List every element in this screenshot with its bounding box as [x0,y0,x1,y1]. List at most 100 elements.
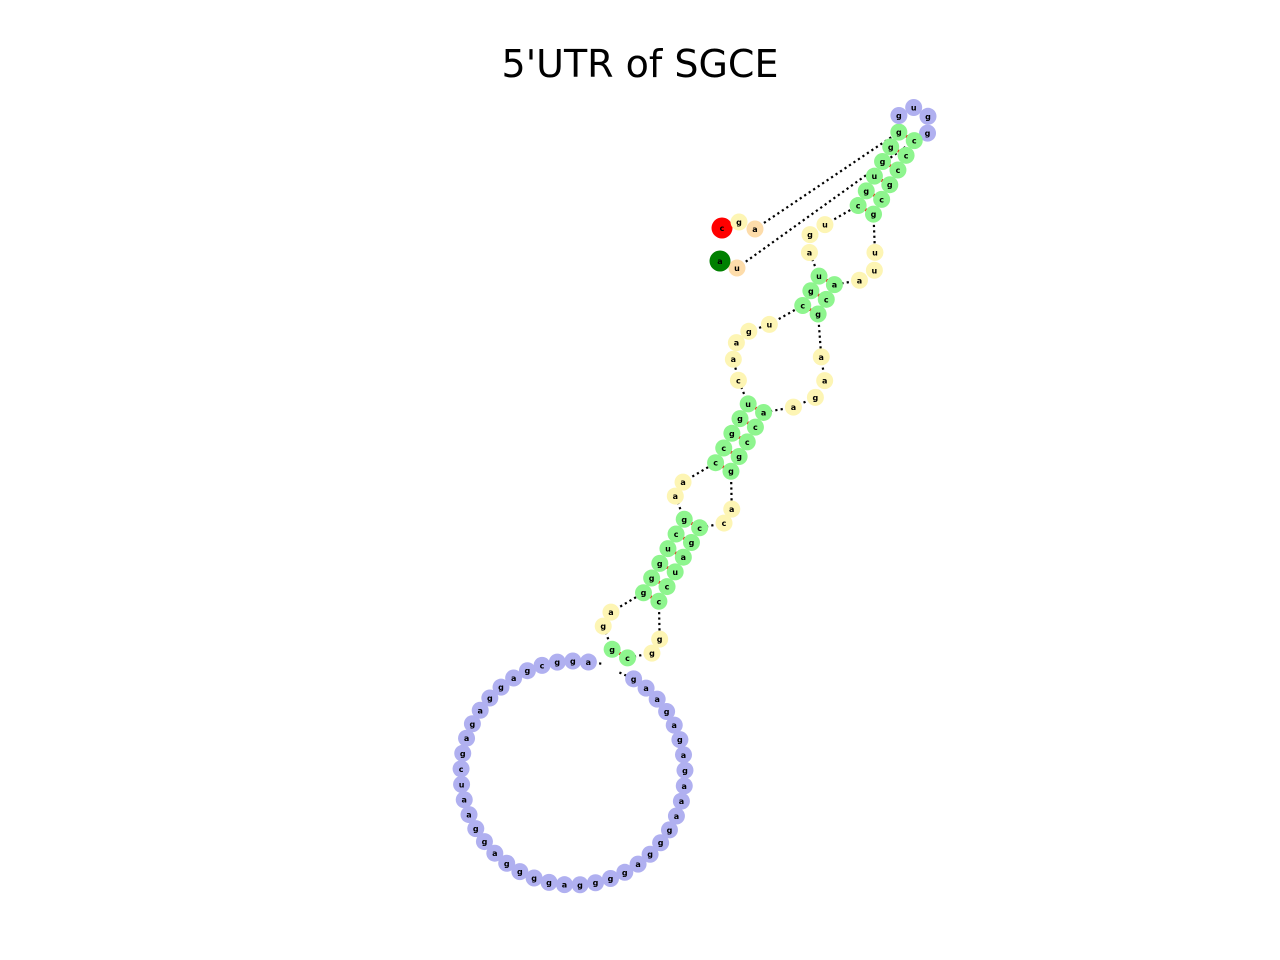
nucleotide-circle [555,876,573,894]
nucleotide-letter: g [736,218,742,227]
nucleotide-circle [881,176,899,194]
nucleotide-circle [643,644,661,662]
nucleotide-letter: g [815,310,821,319]
nucleotide-letter: g [888,143,894,152]
nucleotide-circle [659,540,677,558]
multiloop-nucleotide: g [625,670,643,688]
nucleotide-letter: a [608,608,613,617]
nucleotide-letter: a [734,339,739,348]
multiloop-nucleotide: a [455,791,473,809]
five-prime-nucleotide: c [711,217,733,239]
multiloop-nucleotide: a [579,653,597,671]
nucleotide-circle [707,454,725,472]
stem-nucleotide: c [619,649,637,667]
nucleotide-circle [602,870,620,888]
nucleotide-circle [463,715,481,733]
nucleotide-letter: u [872,248,878,257]
multiloop-nucleotide: c [452,760,470,778]
nucleotide-letter: g [813,393,819,402]
nucleotide-circle [455,791,473,809]
nucleotide-circle [603,640,621,658]
nucleotide-circle [784,398,802,416]
nucleotide-letter: a [857,276,862,285]
nucleotide-letter: c [879,195,884,204]
nucleotide-letter: g [896,112,902,121]
nucleotide-letter: a [681,751,686,760]
nucleotide-circle [715,439,733,457]
nucleotide-letter: g [681,515,687,524]
nucleotide-circle [810,267,828,285]
nucleotide-letter: g [570,657,576,666]
nucleotide-letter: g [682,766,688,775]
nucleotide-circle [740,322,758,340]
nucleotide-circle [658,703,676,721]
nucleotide-letter: g [593,879,599,888]
stem-nucleotide: u [810,267,828,285]
nucleotide-letter: u [665,545,671,554]
nucleotide-circle [849,197,867,215]
nucleotide-letter: g [667,826,673,835]
nucleotide-circle [729,371,747,389]
nucleotide-letter: g [577,881,583,890]
stem-nucleotide: g [890,123,908,141]
nucleotide-circle [723,500,741,518]
nucleotide-letter: u [459,780,465,789]
nucleotide-circle [652,834,670,852]
nucleotide-letter: g [729,429,735,438]
stem-nucleotide: a [674,548,692,566]
backbone-link [627,652,653,659]
nucleotide-letter: c [674,530,679,539]
multiloop-nucleotide: a [505,669,523,687]
nucleotide-letter: g [871,210,877,219]
nucleotide-letter: a [586,658,591,667]
nucleotide-circle [727,334,745,352]
multiloop-nucleotide: g [602,870,620,888]
loop-nucleotide: a [850,271,868,289]
nucleotide-circle [806,388,824,406]
nucleotide-letter: c [713,459,718,468]
loop-nucleotide: u [760,315,778,333]
multiloop-nucleotide: u [453,775,471,793]
nucleotide-circle [505,669,523,687]
nucleotide-letter: g [649,649,655,658]
nucleotide-circle [458,729,476,747]
nucleotide-letter: u [872,266,878,275]
multiloop-nucleotide: a [675,777,693,795]
stem-nucleotide: g [874,152,892,170]
nucleotide-letter: g [622,868,628,877]
nucleotide-letter: g [736,453,742,462]
multiloop-nucleotide: g [586,874,604,892]
nucleotide-circle [672,792,690,810]
nucleotide-letter: g [863,187,869,196]
nucleotide-circle [738,433,756,451]
nucleotide-letter: g [657,559,663,568]
tail-nucleotide: a [746,220,764,238]
stem-nucleotide: a [755,403,773,421]
nucleotide-letter: c [745,438,750,447]
nucleotide-circle [865,261,883,279]
loop-nucleotide: u [865,261,883,279]
backbone-link [792,396,816,409]
stem-nucleotide: c [707,454,725,472]
nucleotide-circle [625,670,643,688]
nucleotide-circle [660,821,678,839]
nucleotide-letter: c [540,661,545,670]
stem-nucleotide: u [659,540,677,558]
stem-nucleotide: u [739,395,757,413]
nucleotide-circle [731,410,749,428]
nucleotide-letter: g [657,635,663,644]
nucleotide-circle [616,863,634,881]
multiloop-nucleotide: g [641,845,659,863]
stem-nucleotide: u [666,563,684,581]
nucleotide-letter: a [462,796,467,805]
nucleotide-circle [571,876,589,894]
loop-nucleotide: a [674,473,692,491]
nucleotide-letter: c [896,166,901,175]
stem-nucleotide: g [731,410,749,428]
stem-nucleotide: g [603,640,621,658]
multiloop-nucleotide: a [460,806,478,824]
nucleotide-letter: a [464,734,469,743]
nucleotide-letter: a [679,797,684,806]
nucleotide-circle [882,138,900,156]
nucleotide-letter: g [609,645,615,654]
